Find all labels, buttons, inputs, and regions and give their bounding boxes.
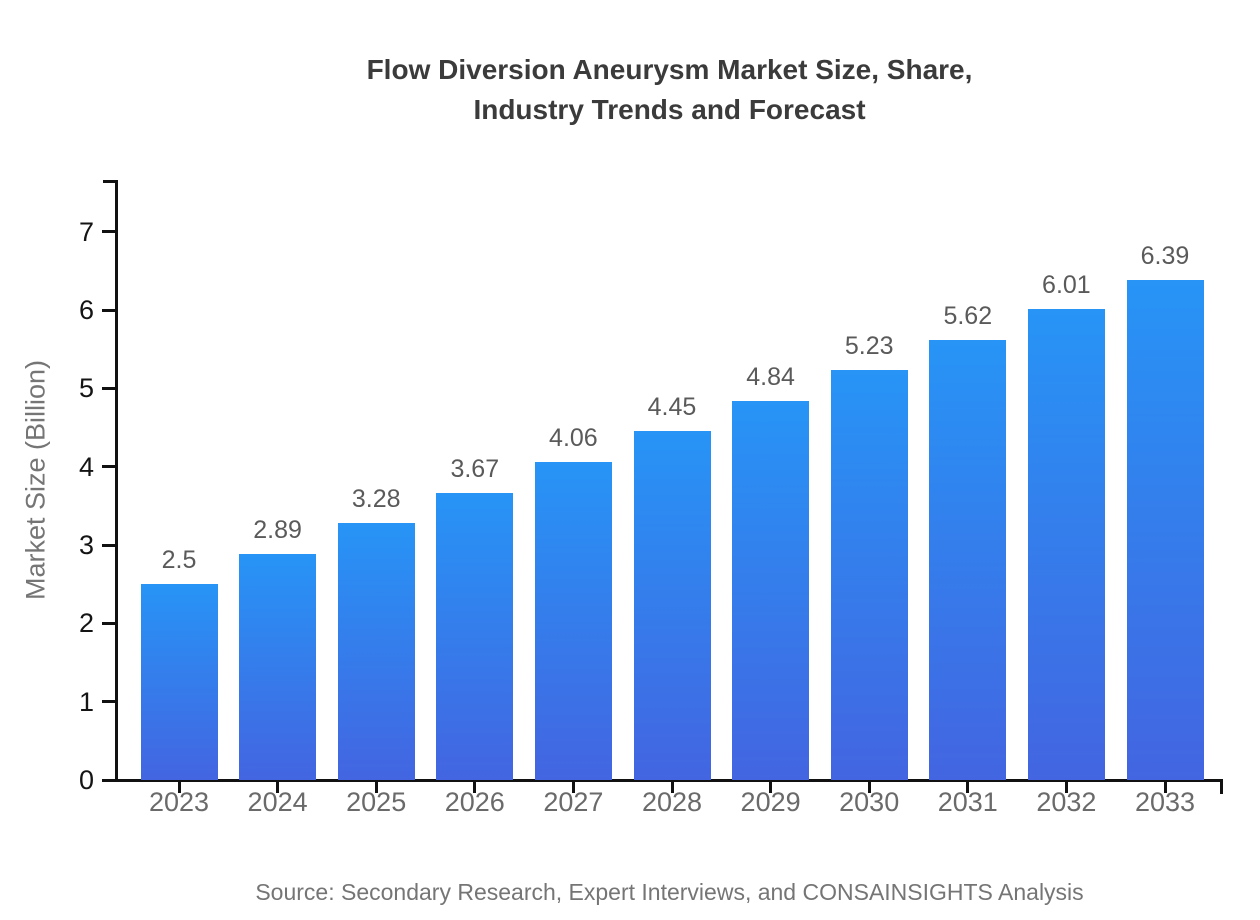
y-tick — [102, 543, 115, 547]
x-tick-label: 2029 — [740, 787, 801, 817]
bar-value-label: 6.01 — [1042, 271, 1091, 300]
bar-value-label: 4.84 — [746, 362, 795, 391]
x-axis-end-cap — [1220, 779, 1223, 794]
x-tick — [571, 781, 575, 793]
y-tick-label: 2 — [78, 608, 94, 639]
bar-2032 — [1027, 309, 1105, 780]
x-tick — [867, 781, 871, 793]
x-tick-label: 2028 — [641, 787, 703, 817]
x-tick-label: 2032 — [1036, 787, 1097, 817]
y-tick-label: 6 — [78, 295, 94, 325]
y-tick-label: 5 — [78, 373, 94, 404]
x-tick — [769, 781, 773, 793]
bar-2028 — [633, 431, 711, 780]
y-tick-label: 3 — [78, 530, 94, 560]
y-tick-label: 1 — [78, 686, 94, 717]
y-tick — [102, 386, 115, 390]
x-tick-label: 2030 — [839, 787, 900, 817]
x-axis-line — [115, 779, 1223, 782]
chart-title-line2: Industry Trends and Forecast — [473, 94, 866, 125]
x-tick — [1163, 781, 1167, 793]
chart-title-line1: Flow Diversion Aneurysm Market Size, Sha… — [366, 54, 973, 85]
x-tick-label: 2033 — [1134, 787, 1196, 817]
x-tick — [966, 781, 970, 793]
x-tick — [276, 781, 280, 793]
y-tick-label: 7 — [78, 216, 94, 247]
bar-2024 — [239, 553, 317, 780]
x-tick — [473, 781, 477, 793]
source-caption: Source: Secondary Research, Expert Inter… — [255, 879, 1084, 905]
bar-value-label: 4.06 — [549, 424, 598, 452]
x-tick — [374, 781, 378, 793]
bar-2030 — [830, 370, 908, 780]
y-tick — [102, 778, 115, 782]
x-tick — [1064, 781, 1068, 793]
bar-value-label: 5.23 — [844, 332, 894, 361]
bar-value-label: 4.45 — [647, 393, 697, 422]
x-tick — [670, 781, 674, 793]
bar-value-label: 3.67 — [450, 454, 500, 483]
bar-2031 — [929, 339, 1007, 780]
x-tick-label: 2025 — [346, 787, 407, 817]
bar-2029 — [732, 400, 810, 780]
y-tick-label: 4 — [78, 451, 94, 482]
y-tick — [102, 700, 115, 704]
bar-value-label: 3.28 — [351, 485, 401, 514]
y-axis-line — [115, 180, 118, 782]
x-tick — [177, 781, 181, 793]
y-tick-label: 0 — [78, 765, 94, 795]
chart-title: Flow Diversion Aneurysm Market Size, Sha… — [117, 50, 1222, 130]
x-tick-label: 2031 — [937, 787, 998, 817]
y-tick — [102, 465, 115, 469]
x-tick-label: 2023 — [148, 787, 210, 817]
y-tick — [102, 230, 115, 234]
y-axis-end-cap — [103, 180, 118, 183]
bar-value-label: 2.5 — [161, 546, 197, 575]
x-tick-label: 2026 — [444, 787, 505, 817]
x-tick-label: 2024 — [247, 787, 308, 817]
bar-value-label: 5.62 — [943, 301, 993, 330]
bar-2026 — [436, 492, 514, 780]
y-tick — [102, 621, 115, 625]
x-tick-label: 2027 — [543, 787, 604, 817]
bar-2027 — [534, 462, 612, 780]
bar-2023 — [140, 584, 218, 780]
y-tick — [102, 308, 115, 312]
bar-2033 — [1126, 279, 1204, 780]
bar-2025 — [337, 523, 415, 780]
bar-value-label: 2.89 — [253, 515, 302, 544]
bar-value-label: 6.39 — [1140, 241, 1190, 270]
